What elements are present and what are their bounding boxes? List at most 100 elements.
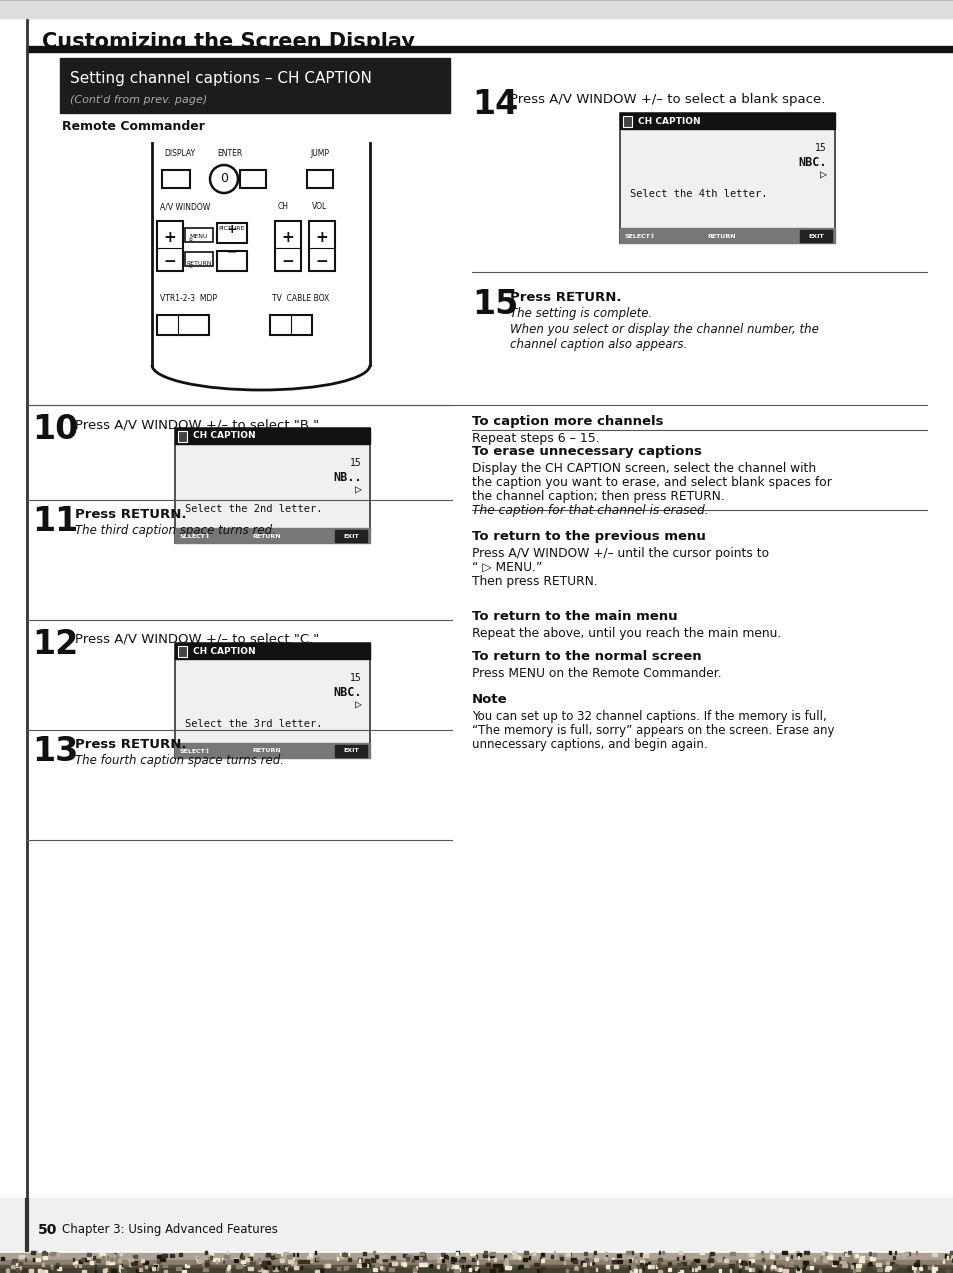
Bar <box>575 1267 577 1269</box>
Bar <box>588 1258 592 1262</box>
Bar <box>847 1251 850 1254</box>
Bar <box>796 1267 799 1270</box>
Text: +: + <box>281 229 294 244</box>
Bar <box>152 1267 154 1270</box>
Bar <box>21 1269 26 1272</box>
Bar <box>115 1256 118 1259</box>
Bar <box>622 116 631 127</box>
Text: +: + <box>315 229 328 244</box>
Bar <box>19 1262 22 1265</box>
Bar <box>365 1259 369 1262</box>
Bar <box>927 1267 931 1269</box>
Bar <box>667 1268 670 1270</box>
Bar <box>537 1269 538 1272</box>
Bar <box>402 1263 406 1267</box>
Bar <box>850 1256 851 1259</box>
Bar <box>635 1256 637 1260</box>
Bar <box>57 1267 61 1270</box>
Bar <box>241 1260 245 1263</box>
Text: EXIT: EXIT <box>343 533 358 538</box>
Text: +: + <box>227 223 237 236</box>
Bar <box>434 1254 438 1256</box>
Text: RETURN: RETURN <box>253 749 281 754</box>
Bar <box>639 1260 643 1263</box>
Bar <box>469 1267 474 1269</box>
Bar <box>79 1264 81 1267</box>
Bar <box>215 1258 219 1262</box>
Bar <box>216 251 247 271</box>
Text: Customizing the Screen Display: Customizing the Screen Display <box>42 32 415 52</box>
Bar <box>266 1253 270 1256</box>
Bar <box>588 1259 594 1262</box>
Bar <box>913 1263 918 1267</box>
Bar <box>153 1264 157 1267</box>
Bar <box>824 1253 826 1255</box>
Bar <box>700 1251 703 1254</box>
Bar <box>51 1264 52 1267</box>
Bar <box>41 1269 46 1272</box>
Bar <box>368 1263 370 1267</box>
Bar <box>269 1254 270 1256</box>
Bar <box>945 1269 949 1272</box>
Bar <box>371 1259 375 1262</box>
Bar <box>892 1264 896 1267</box>
Bar <box>292 1267 295 1270</box>
Bar <box>262 1270 266 1273</box>
Bar <box>447 1267 448 1270</box>
Text: 13: 13 <box>32 735 78 768</box>
Bar <box>103 1269 106 1272</box>
Bar <box>698 1267 700 1269</box>
Bar <box>605 1255 606 1258</box>
Bar <box>341 1253 347 1256</box>
Bar <box>267 1262 270 1264</box>
Bar <box>139 1268 142 1270</box>
Bar <box>307 1256 312 1259</box>
Bar <box>274 222 301 271</box>
Bar <box>722 1256 723 1260</box>
Bar <box>132 1255 137 1258</box>
Text: EXIT: EXIT <box>807 233 823 238</box>
Bar <box>657 1263 659 1267</box>
Bar <box>605 1268 609 1270</box>
Bar <box>795 1269 801 1272</box>
Bar <box>7 1268 8 1270</box>
Bar <box>458 1259 463 1262</box>
Bar <box>403 1256 406 1260</box>
Text: NBC.: NBC. <box>798 157 826 169</box>
Bar <box>20 1267 21 1269</box>
Bar <box>273 1268 277 1270</box>
Bar <box>185 252 213 266</box>
Text: Repeat steps 6 – 15.: Repeat steps 6 – 15. <box>472 432 599 446</box>
Bar <box>222 1258 224 1262</box>
Bar <box>120 1270 124 1273</box>
Bar <box>796 1253 801 1256</box>
Bar <box>821 1251 823 1254</box>
Bar <box>631 1269 633 1272</box>
Bar <box>182 1270 186 1273</box>
Bar <box>42 1263 44 1267</box>
Bar <box>540 1253 543 1256</box>
Bar <box>264 1270 266 1273</box>
Bar <box>129 1263 131 1267</box>
Bar <box>18 1268 20 1270</box>
Bar <box>700 1265 704 1268</box>
Bar <box>392 1262 396 1265</box>
Bar <box>179 1253 182 1256</box>
Bar <box>751 1268 753 1270</box>
Bar <box>868 1253 870 1255</box>
Bar <box>885 1267 890 1269</box>
Text: The third caption space turns red.: The third caption space turns red. <box>75 524 275 537</box>
Bar <box>436 1259 441 1262</box>
Text: R: R <box>188 238 193 243</box>
Bar <box>760 1267 761 1269</box>
Text: SELECT↕: SELECT↕ <box>180 533 211 538</box>
Bar <box>832 1262 837 1264</box>
Bar <box>885 1262 888 1264</box>
Bar <box>419 1253 423 1255</box>
Bar <box>250 1262 254 1265</box>
Bar <box>174 428 370 544</box>
Bar <box>658 1258 661 1262</box>
Bar <box>554 1251 555 1254</box>
Bar <box>106 1256 108 1259</box>
Bar <box>590 1262 594 1264</box>
